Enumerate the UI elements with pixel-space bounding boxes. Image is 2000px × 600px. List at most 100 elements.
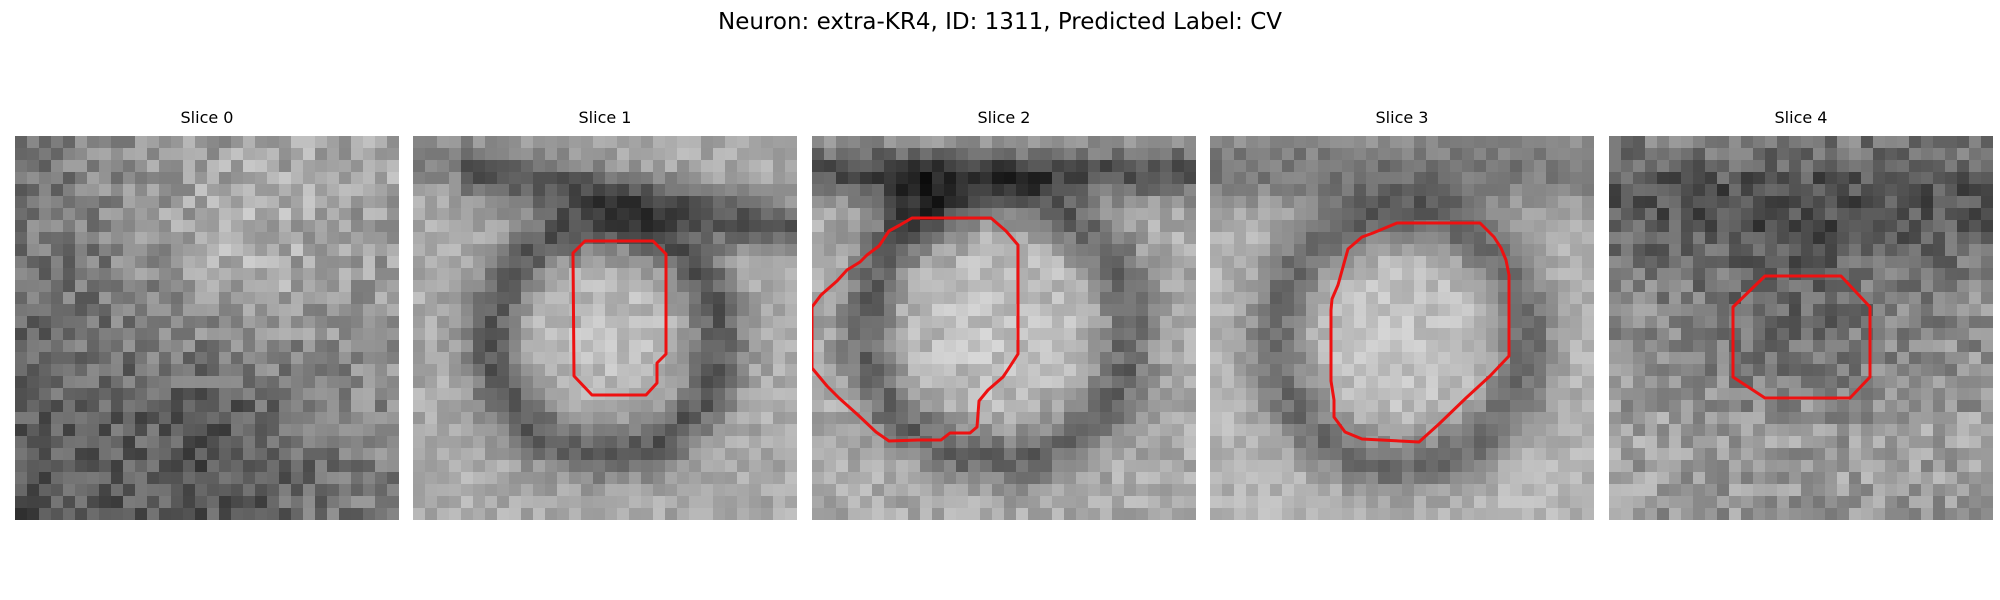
image-pixel [1669, 256, 1681, 268]
image-pixel [725, 340, 737, 352]
image-pixel [1112, 328, 1124, 340]
image-pixel [1498, 292, 1510, 304]
image-pixel [1981, 304, 1993, 316]
image-pixel [1510, 268, 1522, 280]
image-pixel [737, 184, 749, 196]
image-pixel [1474, 484, 1486, 496]
image-pixel [1172, 184, 1184, 196]
image-pixel [1450, 136, 1462, 148]
image-pixel [1657, 256, 1669, 268]
image-pixel [1570, 388, 1582, 400]
image-pixel [1402, 148, 1414, 160]
image-pixel [1076, 508, 1088, 520]
image-pixel [111, 292, 123, 304]
image-pixel [617, 400, 629, 412]
image-pixel [171, 208, 183, 220]
image-pixel [605, 172, 617, 184]
image-pixel [836, 280, 848, 292]
image-pixel [677, 376, 689, 388]
image-pixel [932, 412, 944, 424]
image-pixel [1909, 328, 1921, 340]
image-pixel [920, 196, 932, 208]
image-pixel [533, 472, 545, 484]
image-pixel [677, 508, 689, 520]
image-pixel [701, 388, 713, 400]
image-pixel [1657, 292, 1669, 304]
image-pixel [1789, 172, 1801, 184]
image-pixel [1100, 316, 1112, 328]
image-pixel [968, 376, 980, 388]
image-pixel [75, 364, 87, 376]
image-pixel [884, 424, 896, 436]
image-pixel [207, 136, 219, 148]
image-pixel [1040, 328, 1052, 340]
image-pixel [593, 208, 605, 220]
image-pixel [1957, 148, 1969, 160]
image-pixel [291, 196, 303, 208]
image-pixel [195, 136, 207, 148]
image-pixel [1546, 472, 1558, 484]
image-pixel [15, 328, 27, 340]
image-pixel [147, 400, 159, 412]
image-pixel [908, 364, 920, 376]
image-pixel [1693, 424, 1705, 436]
image-pixel [267, 484, 279, 496]
image-pixel [219, 496, 231, 508]
image-pixel [1510, 400, 1522, 412]
image-pixel [387, 256, 399, 268]
image-pixel [1088, 472, 1100, 484]
image-pixel [956, 460, 968, 472]
image-pixel [1801, 364, 1813, 376]
image-pixel [243, 232, 255, 244]
image-pixel [159, 160, 171, 172]
image-pixel [1040, 292, 1052, 304]
image-pixel [87, 196, 99, 208]
image-pixel [1136, 460, 1148, 472]
image-pixel [1402, 352, 1414, 364]
image-pixel [1693, 400, 1705, 412]
image-pixel [1741, 328, 1753, 340]
image-pixel [1570, 376, 1582, 388]
image-pixel [449, 328, 461, 340]
image-pixel [437, 412, 449, 424]
image-pixel [485, 412, 497, 424]
image-pixel [1028, 412, 1040, 424]
image-pixel [1004, 268, 1016, 280]
image-pixel [231, 340, 243, 352]
image-pixel [1777, 316, 1789, 328]
image-pixel [521, 412, 533, 424]
image-pixel [1801, 376, 1813, 388]
image-pixel [785, 388, 797, 400]
image-pixel [497, 412, 509, 424]
image-pixel [785, 400, 797, 412]
image-pixel [617, 208, 629, 220]
image-pixel [1028, 280, 1040, 292]
image-pixel [473, 148, 485, 160]
image-pixel [980, 508, 992, 520]
image-pixel [135, 424, 147, 436]
image-pixel [1474, 148, 1486, 160]
image-pixel [1172, 256, 1184, 268]
image-pixel [1172, 328, 1184, 340]
image-pixel [1873, 412, 1885, 424]
image-pixel [485, 448, 497, 460]
image-pixel [1873, 304, 1885, 316]
image-pixel [749, 232, 761, 244]
image-pixel [1849, 136, 1861, 148]
image-pixel [641, 184, 653, 196]
image-pixel [1522, 280, 1534, 292]
image-pixel [207, 460, 219, 472]
image-pixel [1366, 412, 1378, 424]
image-pixel [1657, 208, 1669, 220]
image-pixel [327, 388, 339, 400]
image-pixel [824, 460, 836, 472]
image-pixel [848, 184, 860, 196]
image-pixel [1234, 484, 1246, 496]
image-pixel [1438, 436, 1450, 448]
image-pixel [255, 448, 267, 460]
image-pixel [836, 508, 848, 520]
image-pixel [1837, 244, 1849, 256]
image-pixel [1645, 244, 1657, 256]
image-pixel [617, 316, 629, 328]
image-pixel [267, 244, 279, 256]
